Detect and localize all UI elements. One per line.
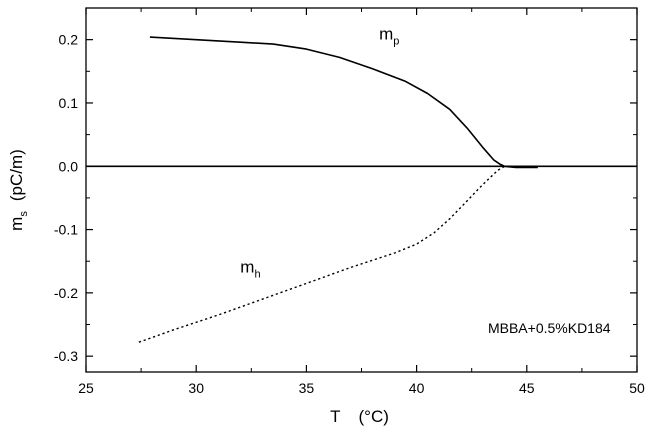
series-label-main: m: [379, 25, 393, 44]
y-tick-label: 0.0: [59, 158, 79, 174]
x-tick-label: 45: [519, 380, 535, 396]
y-tick-label: 0.2: [59, 32, 79, 48]
series-label-m-p: mp: [379, 25, 399, 48]
x-axis-unit: (°C): [358, 407, 388, 426]
series-label-main: m: [240, 258, 254, 277]
x-tick-label: 35: [299, 380, 315, 396]
x-axis-symbol: T: [330, 407, 340, 426]
y-tick-label: -0.1: [54, 222, 78, 238]
y-tick-label: -0.3: [54, 348, 78, 364]
y-axis-unit: (pC/m): [7, 149, 26, 201]
x-tick-label: 40: [409, 380, 425, 396]
annotation-label: MBBA+0.5%KD184: [488, 320, 611, 336]
series-label-sub: p: [393, 36, 399, 48]
plot-frame: [85, 7, 638, 373]
x-axis-label: T (°C): [330, 407, 389, 426]
x-tick-label: 25: [78, 380, 94, 396]
series-label-m-h: mh: [240, 258, 260, 281]
x-tick-label: 30: [188, 380, 204, 396]
y-axis-symbol: m: [7, 217, 26, 231]
series-label-sub: h: [254, 269, 260, 281]
y-axis-subscript: s: [18, 211, 30, 217]
x-tick-label: 50: [629, 380, 645, 396]
series-line-m-h: [138, 165, 506, 343]
y-axis-label: ms (pC/m): [7, 149, 30, 231]
y-tick-label: 0.1: [59, 95, 79, 111]
ticks-layer: [85, 8, 638, 372]
y-tick-label: -0.2: [54, 285, 78, 301]
series-line-m-p: [149, 36, 538, 169]
marks-layer: [86, 36, 637, 343]
